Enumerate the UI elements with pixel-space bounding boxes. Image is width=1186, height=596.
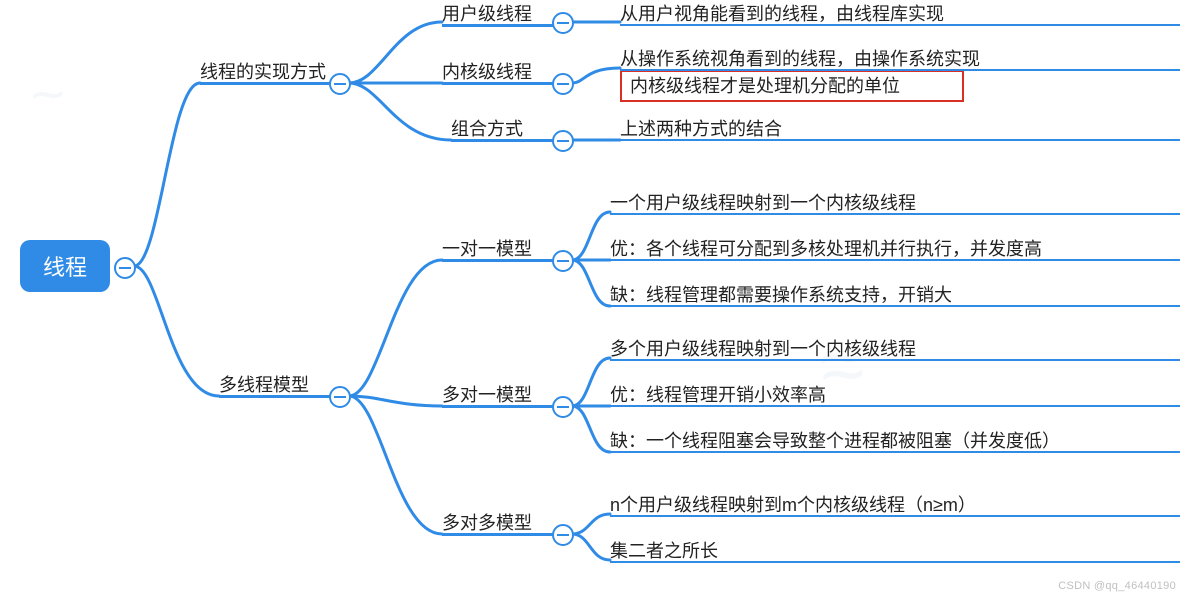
underline-mm1: [610, 515, 1180, 517]
underline-many2many: [442, 533, 562, 536]
collapse-toggle-kernel[interactable]: [552, 73, 574, 95]
collapse-toggle-model[interactable]: [329, 386, 351, 408]
underline-user: [442, 24, 562, 27]
collapse-toggle-many2many[interactable]: [552, 524, 574, 546]
collapse-toggle-one2one[interactable]: [552, 250, 574, 272]
underline-one2one: [442, 259, 562, 262]
node-k2[interactable]: 内核级线程才是处理机分配的单位: [630, 72, 900, 102]
underline-combine: [451, 139, 561, 142]
underline-model: [219, 395, 334, 398]
watermark-text: CSDN @qq_46440190: [1058, 580, 1176, 592]
collapse-toggle-combine[interactable]: [552, 130, 574, 152]
underline-c1: [620, 139, 1180, 141]
underline-k1: [620, 69, 1180, 71]
underline-o3: [610, 305, 1180, 307]
underline-o1: [610, 213, 1180, 215]
underline-m3: [610, 451, 1180, 453]
underline-u1: [620, 24, 1180, 26]
underline-impl: [200, 82, 335, 85]
underline-m2: [610, 405, 1180, 407]
underline-o2: [610, 259, 1180, 261]
underline-kernel: [442, 82, 562, 85]
root-node[interactable]: 线程: [20, 240, 110, 292]
collapse-toggle-user[interactable]: [552, 12, 574, 34]
root-label: 线程: [43, 250, 87, 282]
underline-m1: [610, 359, 1180, 361]
underline-many2one: [442, 405, 562, 408]
underline-mm2: [610, 561, 1180, 563]
collapse-toggle-root[interactable]: [114, 257, 136, 279]
collapse-toggle-impl[interactable]: [329, 73, 351, 95]
collapse-toggle-many2one[interactable]: [552, 396, 574, 418]
